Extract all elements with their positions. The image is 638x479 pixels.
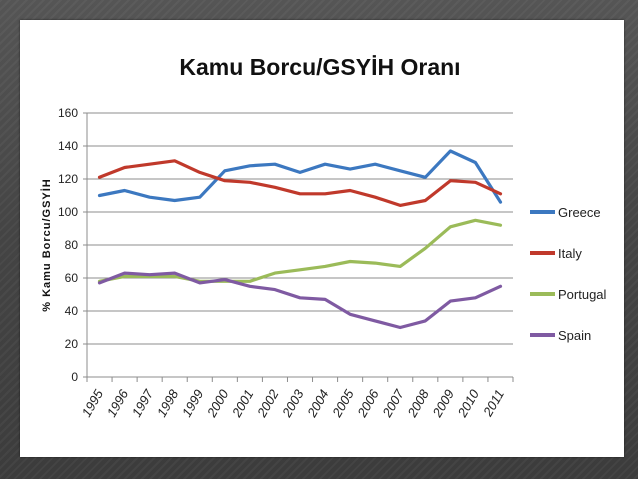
y-tick-label: 120 [58,172,78,186]
x-tick-label: 2003 [279,386,307,420]
series-line-greece [97,149,503,204]
x-tick-label: 2004 [304,387,332,420]
y-tick-label: 80 [65,238,79,252]
y-axis-label: % Kamu Borcu/GSYİH [40,178,53,312]
x-tick-labels: 1995199619971998199920002001200220032004… [79,377,514,420]
x-tick-label: 2002 [254,386,282,420]
series-lines [97,149,503,330]
y-tick-label: 60 [65,271,79,285]
legend-label-spain: Spain [558,328,591,343]
y-tick-label: 140 [58,139,78,153]
x-tick-label: 2009 [429,387,457,420]
legend: Greece Italy Portugal Spain [530,205,607,343]
series-line-italy [97,159,503,207]
y-tick-label: 0 [71,370,78,384]
y-tick-label: 100 [58,205,78,219]
x-tick-label: 1999 [179,387,206,420]
x-tick-label: 1997 [129,386,157,419]
axes [86,113,513,378]
x-tick-label: 2008 [404,386,432,420]
legend-label-italy: Italy [558,246,582,261]
x-tick-label: 2007 [379,386,407,420]
legend-label-greece: Greece [558,205,601,220]
x-tick-label: 2000 [203,386,231,420]
x-tick-label: 2011 [480,387,507,420]
legend-label-portugal: Portugal [558,287,607,302]
series-line-spain [97,271,503,330]
x-tick-label: 1995 [79,386,107,419]
chart-frame [20,20,624,457]
gridlines [87,112,513,378]
x-tick-label: 2005 [329,386,357,420]
series-line-portugal [97,218,503,283]
x-tick-label: 2010 [454,386,482,420]
y-tick-labels: 0 20 40 60 80 100 120 140 160 [58,106,87,384]
x-tick-label: 2006 [354,386,382,420]
x-tick-label: 1998 [154,386,182,419]
y-tick-label: 40 [65,304,79,318]
chart-title: Kamu Borcu/GSYİH Oranı [179,54,460,80]
x-tick-label: 2001 [229,387,257,420]
y-tick-label: 20 [65,337,79,351]
y-tick-label: 160 [58,106,78,120]
x-tick-label: 1996 [104,386,132,419]
